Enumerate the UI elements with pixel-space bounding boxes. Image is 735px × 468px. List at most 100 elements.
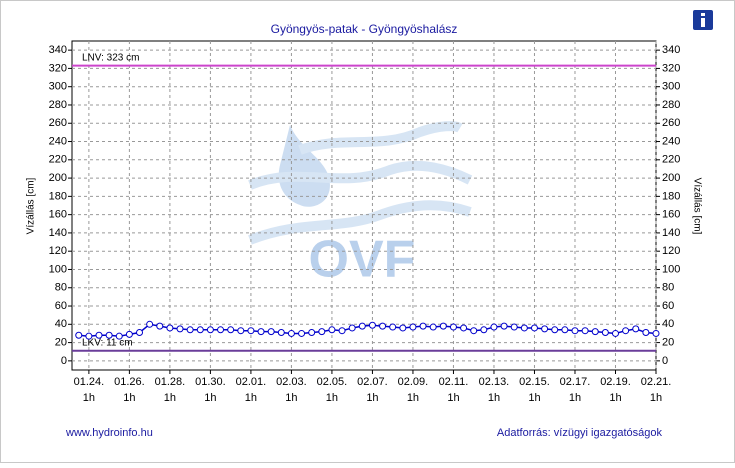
y2-tick-label: 60 bbox=[662, 300, 674, 312]
data-point bbox=[75, 331, 83, 339]
y2-tick-label: 20 bbox=[662, 336, 674, 348]
data-point bbox=[551, 326, 559, 334]
y2-tick-label: 280 bbox=[662, 99, 680, 111]
data-point bbox=[95, 331, 103, 339]
y-tick-label: 100 bbox=[49, 263, 67, 275]
data-point bbox=[277, 329, 285, 337]
data-point bbox=[257, 328, 265, 336]
y2-axis-label: Vízállás [cm] bbox=[691, 178, 702, 235]
y2-tick-label: 120 bbox=[662, 245, 680, 257]
y-tick-label: 200 bbox=[49, 172, 67, 184]
y-tick-label: 320 bbox=[49, 62, 67, 74]
y-tick-label: 340 bbox=[49, 44, 67, 56]
footer-link[interactable]: www.hydroinfo.hu bbox=[65, 427, 153, 439]
data-point bbox=[338, 327, 346, 335]
y2-tick-label: 260 bbox=[662, 117, 680, 129]
data-point bbox=[125, 330, 133, 338]
data-point bbox=[287, 329, 295, 337]
x-tick-label: 02.17. 1h bbox=[560, 376, 591, 404]
x-tick-label: 02.05. 1h bbox=[317, 376, 348, 404]
data-point bbox=[490, 323, 498, 331]
data-point bbox=[520, 324, 528, 332]
footer-source: Adatforrás: vízügyi igazgatóságok bbox=[497, 427, 663, 439]
data-point bbox=[500, 322, 508, 330]
y-tick-label: 120 bbox=[49, 245, 67, 257]
x-tick-label: 02.19. 1h bbox=[600, 376, 631, 404]
data-point bbox=[632, 325, 640, 333]
y-axis-label: Vízállás [cm] bbox=[26, 177, 37, 234]
y2-tick-label: 140 bbox=[662, 227, 680, 239]
data-point bbox=[449, 323, 457, 331]
data-point bbox=[530, 324, 538, 332]
data-point bbox=[622, 327, 630, 335]
data-point bbox=[115, 332, 123, 340]
y-tick-label: 40 bbox=[55, 318, 67, 330]
data-point bbox=[368, 321, 376, 329]
y-tick-label: 220 bbox=[49, 154, 67, 166]
data-point bbox=[85, 332, 93, 340]
x-tick-label: 02.01. 1h bbox=[236, 376, 267, 404]
y-tick-label: 0 bbox=[61, 355, 67, 367]
data-point bbox=[166, 324, 174, 332]
y-tick-label: 60 bbox=[55, 300, 67, 312]
y2-tick-label: 240 bbox=[662, 135, 680, 147]
y-tick-label: 20 bbox=[55, 336, 67, 348]
y2-tick-label: 40 bbox=[662, 318, 674, 330]
x-tick-label: 02.09. 1h bbox=[398, 376, 429, 404]
y2-tick-label: 80 bbox=[662, 282, 674, 294]
data-point bbox=[541, 325, 549, 333]
data-point bbox=[227, 326, 235, 334]
x-tick-label: 02.21. 1h bbox=[641, 376, 672, 404]
x-tick-label: 01.28. 1h bbox=[155, 376, 186, 404]
plot-area bbox=[71, 40, 657, 371]
y2-tick-label: 220 bbox=[662, 154, 680, 166]
chart-title: Gyöngyös-patak - Gyöngyöshalász bbox=[271, 22, 458, 36]
y2-tick-label: 100 bbox=[662, 263, 680, 275]
data-point bbox=[591, 328, 599, 336]
x-tick-label: 01.24. 1h bbox=[74, 376, 105, 404]
x-tick-label: 02.15. 1h bbox=[519, 376, 550, 404]
data-point bbox=[601, 329, 609, 337]
y-tick-label: 160 bbox=[49, 209, 67, 221]
data-point bbox=[298, 329, 306, 337]
x-tick-label: 02.07. 1h bbox=[357, 376, 388, 404]
data-point bbox=[611, 329, 619, 337]
y2-tick-label: 320 bbox=[662, 62, 680, 74]
data-point bbox=[267, 328, 275, 336]
data-point bbox=[206, 326, 214, 334]
data-point bbox=[470, 327, 478, 335]
y2-tick-label: 0 bbox=[662, 355, 668, 367]
watermark: OVF bbox=[309, 231, 416, 289]
y-tick-label: 140 bbox=[49, 227, 67, 239]
data-point bbox=[105, 331, 113, 339]
y-tick-label: 260 bbox=[49, 117, 67, 129]
data-point bbox=[389, 323, 397, 331]
y-tick-label: 80 bbox=[55, 282, 67, 294]
y2-tick-label: 180 bbox=[662, 190, 680, 202]
data-point bbox=[439, 322, 447, 330]
data-point bbox=[652, 329, 660, 337]
data-point bbox=[348, 324, 356, 332]
data-point bbox=[196, 326, 204, 334]
info-button[interactable] bbox=[693, 10, 713, 30]
data-point bbox=[176, 325, 184, 333]
data-point bbox=[136, 329, 144, 337]
data-point bbox=[186, 326, 194, 334]
data-point bbox=[561, 326, 569, 334]
y-tick-label: 180 bbox=[49, 190, 67, 202]
data-point bbox=[642, 329, 650, 337]
data-point bbox=[247, 327, 255, 335]
data-point bbox=[217, 326, 225, 334]
y2-tick-label: 200 bbox=[662, 172, 680, 184]
threshold-label: LNV: 323 cm bbox=[82, 52, 139, 63]
data-point bbox=[308, 329, 316, 337]
y2-tick-label: 340 bbox=[662, 44, 680, 56]
y-tick-label: 300 bbox=[49, 81, 67, 93]
y2-tick-label: 300 bbox=[662, 81, 680, 93]
x-tick-label: 02.11. 1h bbox=[439, 376, 469, 404]
x-tick-label: 01.30. 1h bbox=[195, 376, 226, 404]
data-point bbox=[460, 324, 468, 332]
data-point bbox=[510, 323, 518, 331]
data-point bbox=[419, 322, 427, 330]
